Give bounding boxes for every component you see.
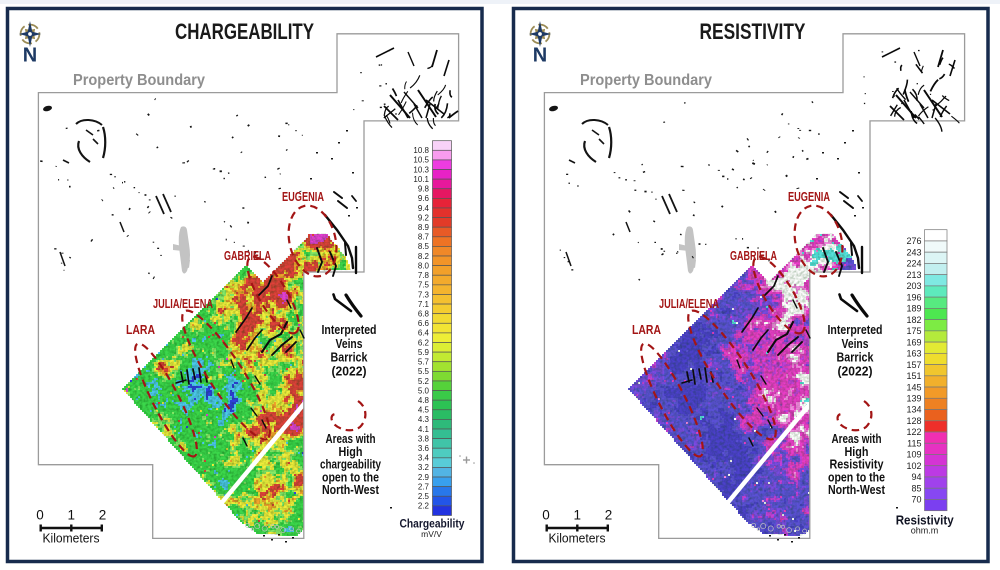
svg-text:CHARGEABILITY: CHARGEABILITY: [175, 19, 314, 44]
svg-text:N: N: [533, 45, 547, 67]
svg-text:N: N: [23, 45, 37, 67]
svg-text:RESISTIVITY: RESISTIVITY: [700, 19, 806, 44]
svg-text:Property Boundary: Property Boundary: [73, 72, 205, 89]
svg-text:Property Boundary: Property Boundary: [580, 72, 712, 89]
